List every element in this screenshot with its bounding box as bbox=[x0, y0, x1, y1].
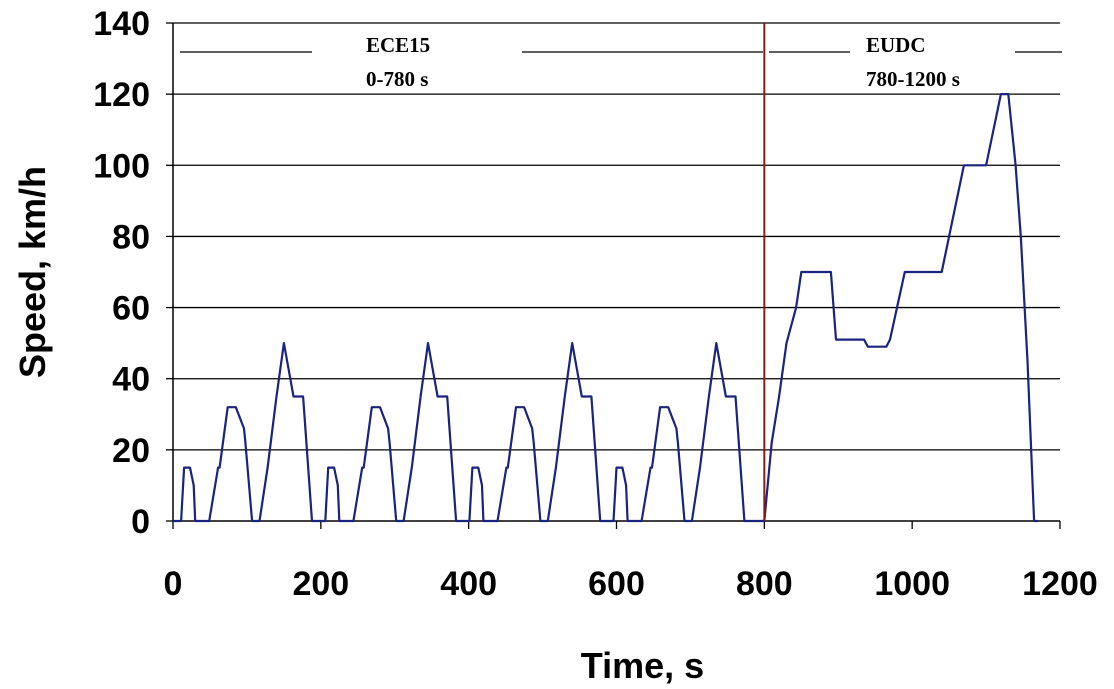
x-tick-label-1000: 1000 bbox=[874, 565, 950, 603]
x-tick-label-1200: 1200 bbox=[1022, 565, 1098, 603]
axes bbox=[166, 22, 1061, 529]
speed-series-line bbox=[173, 93, 1038, 523]
ece-annotation-line1: ECE15 bbox=[366, 33, 430, 57]
y-tick-label-80: 80 bbox=[112, 218, 150, 256]
x-tick-label-800: 800 bbox=[736, 565, 793, 603]
horizontal-gridlines bbox=[173, 22, 1060, 451]
y-tick-label-140: 140 bbox=[93, 5, 150, 43]
eudc-annotation-line2: 780-1200 s bbox=[866, 67, 960, 91]
phase-annotations: ECE15 0-780 s EUDC 780-1200 s bbox=[180, 33, 1062, 91]
y-tick-labels: 0 20 40 60 80 100 120 140 bbox=[93, 5, 150, 541]
y-tick-label-60: 60 bbox=[112, 290, 150, 328]
x-tick-label-600: 600 bbox=[588, 565, 645, 603]
y-axis-title: Speed, km/h bbox=[12, 166, 53, 378]
ece-annotation-line2: 0-780 s bbox=[366, 67, 428, 91]
eudc-annotation-line1: EUDC bbox=[866, 33, 926, 57]
x-tick-label-200: 200 bbox=[292, 565, 349, 603]
y-tick-label-20: 20 bbox=[112, 432, 150, 470]
x-tick-label-400: 400 bbox=[440, 565, 497, 603]
y-tick-label-100: 100 bbox=[93, 147, 150, 185]
x-axis-title: Time, s bbox=[581, 645, 704, 686]
y-tick-label-120: 120 bbox=[93, 76, 150, 114]
x-tick-labels: 0 200 400 600 800 1000 1200 bbox=[164, 565, 1098, 603]
y-tick-label-40: 40 bbox=[112, 361, 150, 399]
y-tick-label-0: 0 bbox=[131, 503, 150, 541]
x-tick-label-0: 0 bbox=[164, 565, 183, 603]
